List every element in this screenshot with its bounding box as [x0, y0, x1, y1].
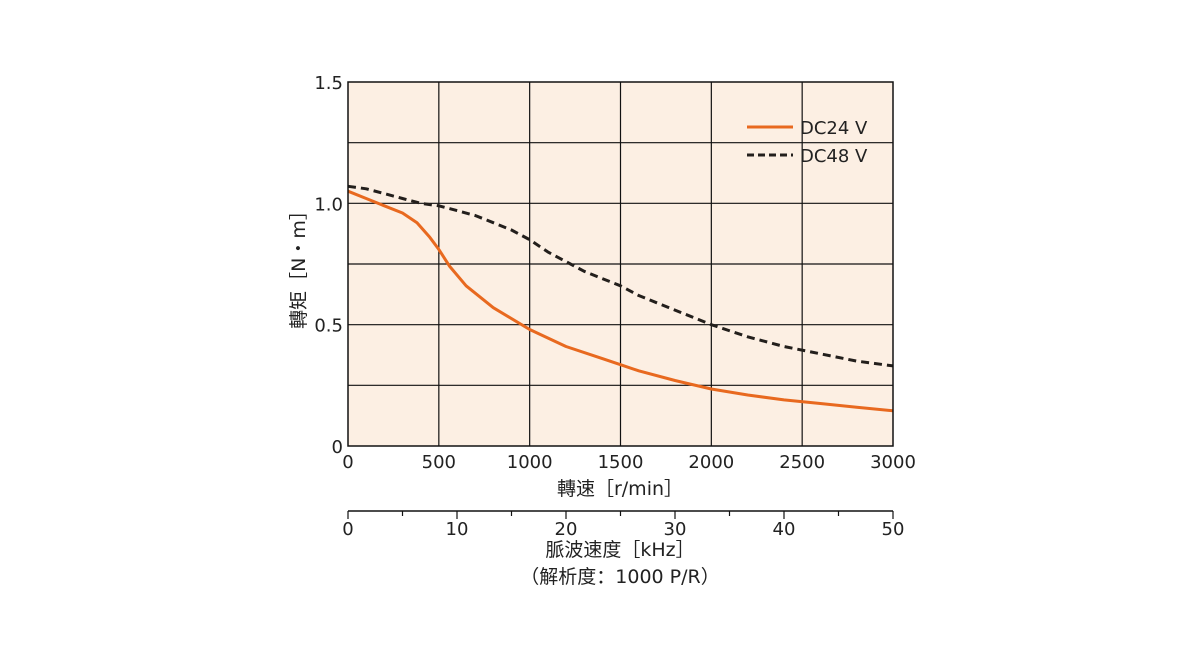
x-tick-label: 3000 — [870, 452, 916, 473]
x-tick-label: 0 — [342, 452, 353, 473]
x-tick-label: 500 — [422, 452, 456, 473]
x-tick-label: 2000 — [688, 452, 734, 473]
x-tick-label: 2500 — [779, 452, 825, 473]
legend-label-dc24: DC24 V — [800, 118, 868, 139]
y-tick-label: 0.5 — [314, 316, 343, 337]
secondary-x-tick-label: 40 — [773, 519, 796, 540]
y-axis-label: 轉矩［N・m］ — [288, 201, 310, 329]
secondary-x-tick-label: 50 — [882, 519, 905, 540]
y-tick-label: 0 — [332, 437, 343, 458]
secondary-x-axis-note: （解析度：1000 P/R） — [520, 566, 719, 588]
series-line-dc48 — [347, 184, 894, 368]
secondary-x-axis-label: 脈波速度［kHz］ — [545, 539, 694, 561]
secondary-x-tick-label: 30 — [664, 519, 687, 540]
series-line-dc24 — [347, 189, 894, 413]
legend-label-dc48: DC48 V — [800, 146, 868, 167]
secondary-x-tick-label: 20 — [555, 519, 578, 540]
secondary-x-tick-label: 10 — [446, 519, 469, 540]
x-tick-label: 1500 — [598, 452, 644, 473]
x-axis-label: 轉速［r/min］ — [557, 478, 683, 500]
x-tick-label: 1000 — [507, 452, 553, 473]
y-tick-label: 1.0 — [314, 194, 343, 215]
y-tick-label: 1.5 — [314, 73, 343, 94]
secondary-x-tick-label: 0 — [342, 519, 353, 540]
plot-frame — [347, 81, 894, 447]
